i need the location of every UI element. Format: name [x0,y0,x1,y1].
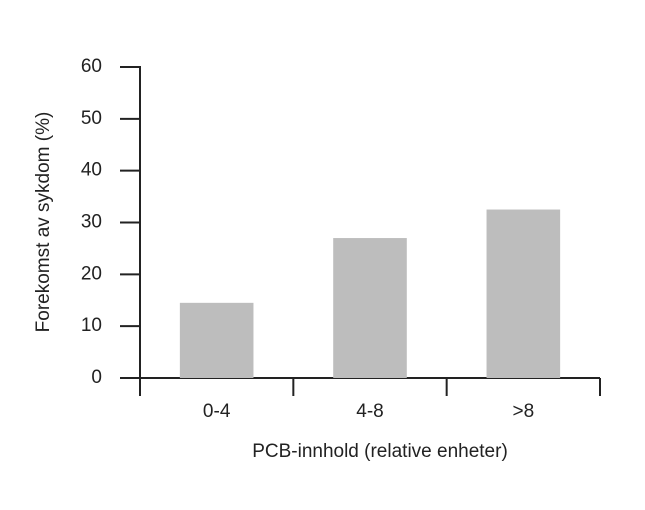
y-axis-label: Forekomst av sykdom (%) [33,112,54,333]
y-tick-label: 40 [81,160,102,181]
bar [486,209,561,378]
bar [179,302,254,378]
y-tick-label: 50 [81,108,102,129]
y-tick-label: 0 [91,367,102,388]
x-tick-label: 4-8 [356,401,383,422]
x-axis-label: PCB-innhold (relative enheter) [252,441,508,462]
y-tick-label: 20 [81,263,102,284]
y-tick-label: 60 [81,56,102,77]
y-tick-label: 30 [81,212,102,233]
x-tick-label: 0-4 [203,401,231,422]
y-tick-label: 10 [81,315,102,336]
bar [333,238,407,378]
x-tick-label: >8 [512,401,534,422]
